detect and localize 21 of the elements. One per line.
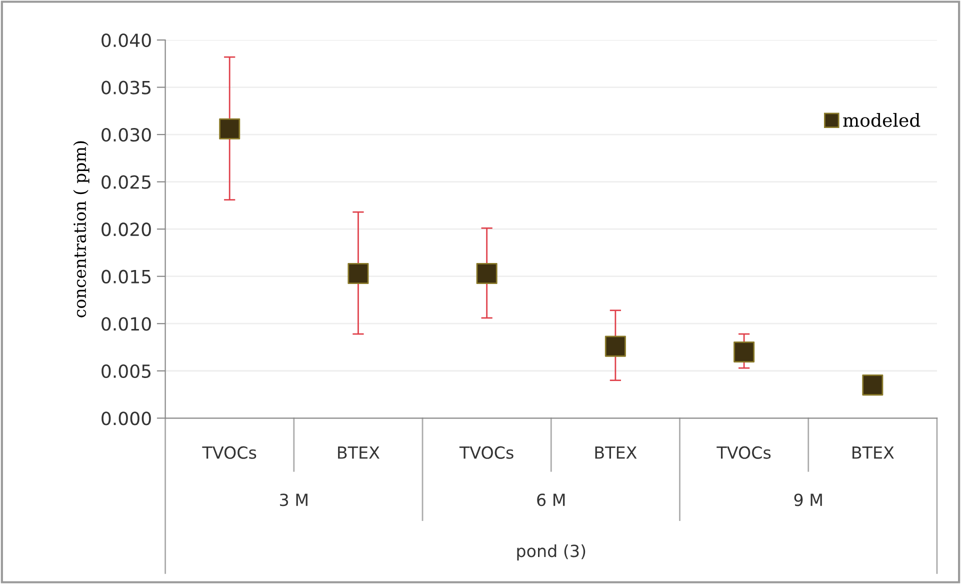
text: 6 M [537, 494, 565, 506]
x-tick-label: BTEX [852, 446, 894, 459]
text: 3 M [280, 494, 308, 506]
x-tick-label: TVOCs [716, 446, 771, 459]
y-tick-label: 0.040 [102, 33, 151, 48]
y-tick-label: 0.000 [102, 412, 151, 426]
y-tick-label: 0.035 [102, 80, 151, 94]
x-tick-label: BTEX [338, 446, 380, 459]
y-tick-label: 0.015 [102, 270, 151, 284]
y-tick-label: 0.010 [102, 317, 151, 331]
y-tick-label: 0.025 [102, 175, 151, 189]
x-tick-label: BTEX [595, 446, 637, 459]
y-tick-label: 0.005 [102, 364, 151, 378]
y-tick-label: 0.020 [102, 222, 151, 236]
legend-label: modeled [843, 112, 920, 127]
x-tick-label: TVOCs [202, 446, 256, 459]
text: 9 M [794, 494, 822, 506]
text: pond (3) [517, 544, 586, 560]
y-tick-label: 0.030 [102, 128, 151, 142]
y-axis-title: concentration ( ppm) [73, 141, 90, 318]
x-tick-label: TVOCs [459, 446, 514, 459]
